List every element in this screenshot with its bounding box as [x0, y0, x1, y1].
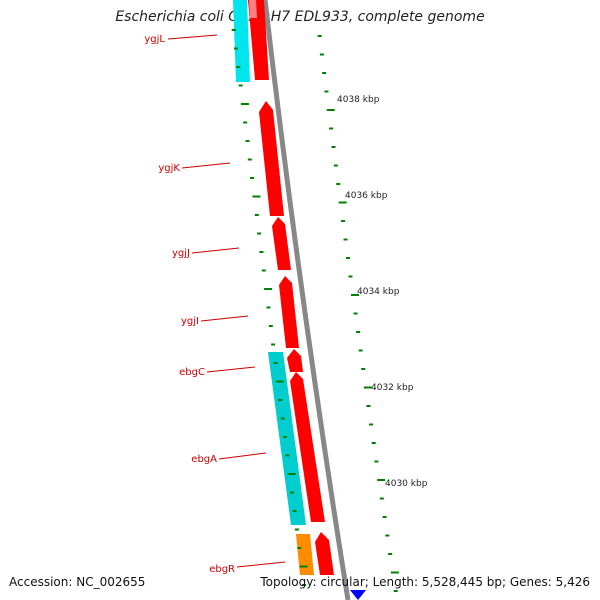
accession-label: Accession: NC_002655 [9, 575, 146, 589]
gene-leader-lines [167, 34, 286, 568]
leader-ebgC [206, 366, 256, 373]
gene-track [233, 0, 366, 600]
gene-arrow-ebgA[interactable] [268, 352, 306, 525]
leader-ebgA [218, 452, 267, 460]
gene-arrow-ygjL-cyan[interactable] [233, 0, 250, 82]
gene-label-ebgC[interactable]: ebgC [179, 367, 205, 378]
gene-arrow-ygjJ[interactable] [272, 217, 291, 270]
gene-label-ygjK[interactable]: ygjK [158, 163, 180, 174]
gene-arrow-ygjI[interactable] [279, 276, 299, 348]
gene-label-ygjI[interactable]: ygjI [181, 316, 199, 327]
leader-ygjI [200, 315, 249, 322]
scale-label-4038: 4038 kbp [337, 95, 380, 105]
gene-arrow-top-pink [249, 0, 257, 18]
gene-label-ygjJ[interactable]: ygjJ [172, 248, 190, 259]
leader-ygjJ [191, 247, 240, 254]
gene-label-ebgR[interactable]: ebgR [209, 564, 235, 575]
leader-ygjK [181, 162, 231, 169]
outer-tick-track [317, 35, 399, 592]
gene-arrow-ebgC[interactable] [287, 349, 303, 372]
map-title: Escherichia coli O157:H7 EDL933, complet… [115, 9, 485, 25]
position-marker-icon[interactable] [350, 590, 366, 600]
gene-label-ebgA[interactable]: ebgA [191, 454, 217, 465]
scale-label-4036: 4036 kbp [345, 191, 388, 201]
gene-arrow-ebgA-forward[interactable] [290, 372, 325, 522]
gene-arrow-top-red[interactable] [248, 0, 269, 80]
leader-ebgR [236, 561, 286, 568]
scale-labels: 4038 kbp 4036 kbp 4034 kbp 4032 kbp 4030… [337, 95, 428, 489]
scale-label-4030: 4030 kbp [385, 479, 428, 489]
gene-arrow-bottom-red[interactable] [315, 532, 334, 575]
scale-label-4032: 4032 kbp [371, 383, 414, 393]
gene-label-ygjL[interactable]: ygjL [144, 34, 165, 45]
gene-arrow-ebgR[interactable] [296, 534, 314, 575]
gene-labels: ygjL ygjK ygjJ ygjI ebgC ebgA ebgR [144, 34, 235, 575]
gene-arrow-ygjK[interactable] [259, 101, 284, 216]
leader-ygjL [167, 34, 218, 40]
genome-stats-label: Topology: circular; Length: 5,528,445 bp… [260, 575, 590, 589]
scale-label-4034: 4034 kbp [357, 287, 400, 297]
inner-tick-track [231, 29, 308, 586]
backbone-line [262, 0, 351, 600]
